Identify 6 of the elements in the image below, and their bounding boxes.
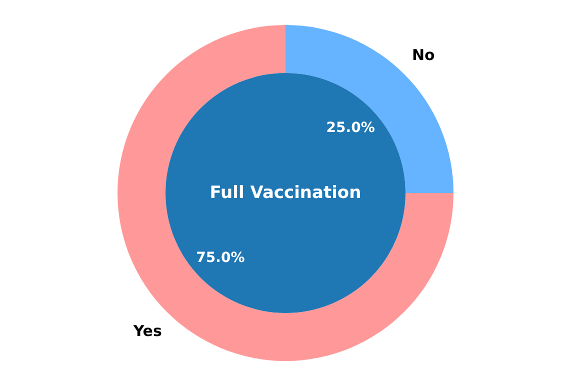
donut-slice	[118, 25, 454, 361]
data-label: 25.0%	[326, 120, 375, 136]
text: Full Vaccination	[210, 183, 362, 203]
slice-label: No	[412, 46, 435, 64]
data-label: 75.0%	[196, 250, 245, 266]
slice-label: Yes	[132, 322, 162, 340]
